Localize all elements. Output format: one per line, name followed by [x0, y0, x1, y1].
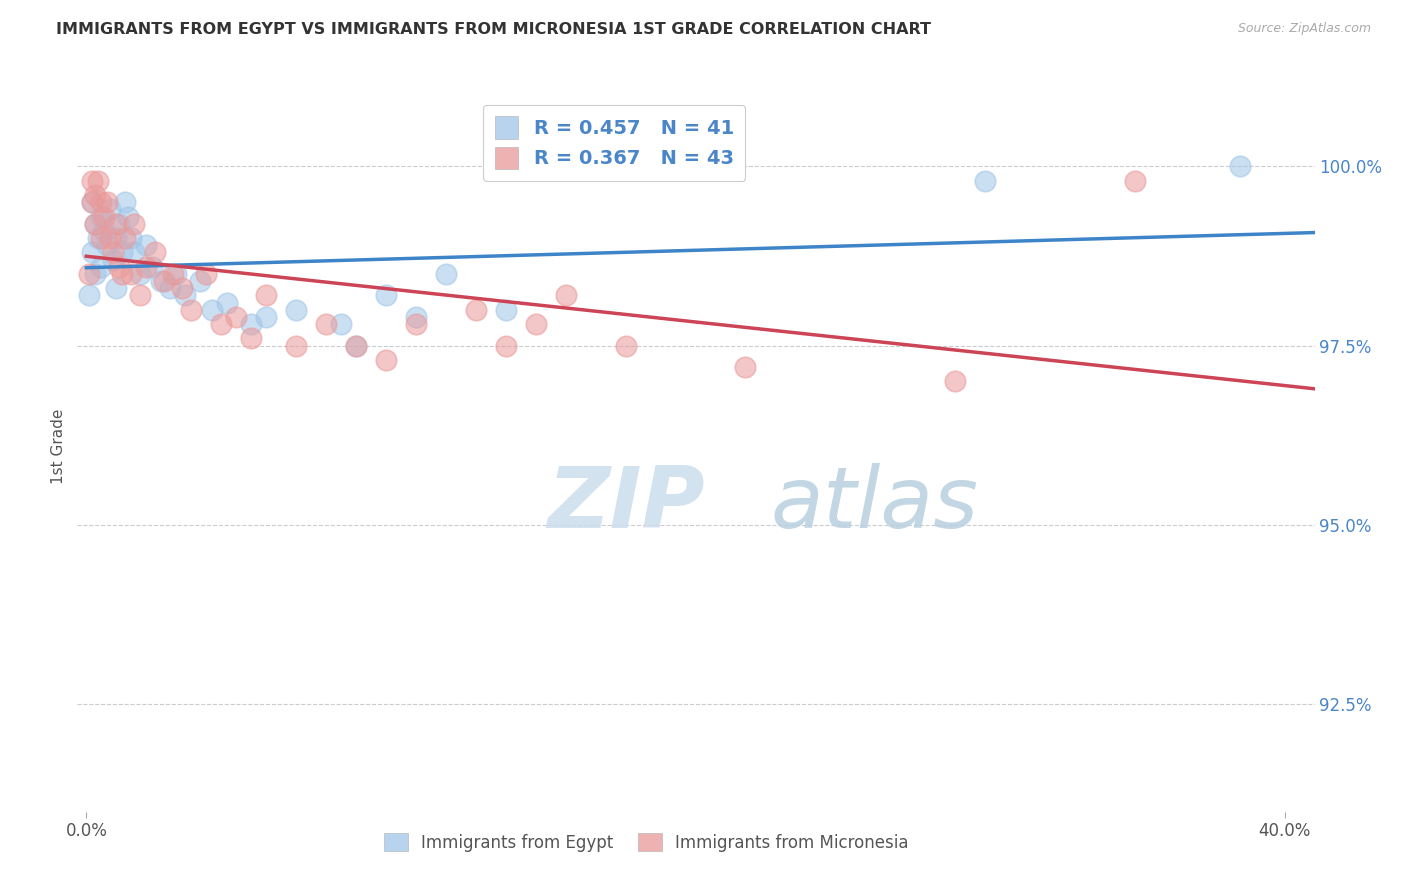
Point: [105, 281, 128, 295]
Point: [87, 231, 110, 245]
Point: [90, 210, 112, 224]
Point: [90, 195, 112, 210]
Point: [495, 338, 517, 352]
Point: [240, 317, 263, 331]
Point: [120, 267, 142, 281]
Point: [285, 302, 308, 317]
Point: [114, 231, 136, 245]
Point: [84, 217, 107, 231]
Point: [96, 238, 118, 252]
Point: [103, 245, 125, 260]
Point: [254, 288, 277, 302]
Point: [344, 338, 367, 352]
Point: [734, 360, 756, 375]
Text: ZIP: ZIP: [547, 463, 706, 546]
Point: [174, 288, 197, 302]
Point: [195, 267, 218, 281]
Point: [98, 231, 121, 245]
Point: [153, 274, 176, 288]
Point: [374, 288, 396, 302]
Point: [344, 338, 367, 352]
Point: [1123, 174, 1146, 188]
Point: [135, 260, 157, 274]
Point: [90, 231, 112, 245]
Point: [374, 353, 396, 368]
Point: [285, 338, 308, 352]
Point: [330, 317, 353, 331]
Point: [524, 317, 547, 331]
Point: [434, 267, 457, 281]
Point: [82, 174, 104, 188]
Point: [108, 260, 131, 274]
Point: [93, 210, 115, 224]
Point: [159, 281, 181, 295]
Point: [105, 231, 128, 245]
Point: [974, 174, 997, 188]
Point: [240, 331, 263, 345]
Point: [943, 375, 966, 389]
Point: [117, 210, 139, 224]
Point: [103, 252, 125, 267]
Point: [84, 217, 107, 231]
Point: [87, 174, 110, 188]
Point: [111, 267, 134, 281]
Text: IMMIGRANTS FROM EGYPT VS IMMIGRANTS FROM MICRONESIA 1ST GRADE CORRELATION CHART: IMMIGRANTS FROM EGYPT VS IMMIGRANTS FROM…: [56, 22, 931, 37]
Point: [315, 317, 337, 331]
Text: Source: ZipAtlas.com: Source: ZipAtlas.com: [1237, 22, 1371, 36]
Point: [162, 267, 184, 281]
Point: [129, 267, 152, 281]
Point: [120, 231, 142, 245]
Point: [122, 217, 145, 231]
Point: [105, 217, 128, 231]
Point: [82, 195, 104, 210]
Y-axis label: 1st Grade: 1st Grade: [51, 409, 66, 483]
Point: [84, 188, 107, 202]
Point: [82, 195, 104, 210]
Point: [93, 224, 115, 238]
Point: [254, 310, 277, 324]
Point: [79, 288, 101, 302]
Point: [135, 238, 157, 252]
Point: [114, 195, 136, 210]
Point: [180, 302, 202, 317]
Point: [464, 302, 486, 317]
Point: [172, 281, 194, 295]
Point: [165, 267, 187, 281]
Point: [614, 338, 637, 352]
Point: [82, 245, 104, 260]
Point: [405, 310, 427, 324]
Point: [98, 202, 121, 217]
Point: [108, 217, 131, 231]
Text: atlas: atlas: [770, 463, 979, 546]
Point: [111, 245, 134, 260]
Point: [96, 195, 118, 210]
Point: [143, 245, 166, 260]
Point: [90, 260, 112, 274]
Point: [209, 317, 232, 331]
Point: [79, 267, 101, 281]
Point: [225, 310, 247, 324]
Point: [122, 245, 145, 260]
Point: [405, 317, 427, 331]
Point: [141, 260, 163, 274]
Point: [188, 274, 211, 288]
Point: [129, 288, 152, 302]
Point: [1229, 159, 1251, 173]
Point: [217, 295, 239, 310]
Point: [554, 288, 576, 302]
Point: [495, 302, 517, 317]
Legend: Immigrants from Egypt, Immigrants from Micronesia: Immigrants from Egypt, Immigrants from M…: [378, 826, 915, 858]
Point: [201, 302, 224, 317]
Point: [150, 274, 173, 288]
Point: [84, 267, 107, 281]
